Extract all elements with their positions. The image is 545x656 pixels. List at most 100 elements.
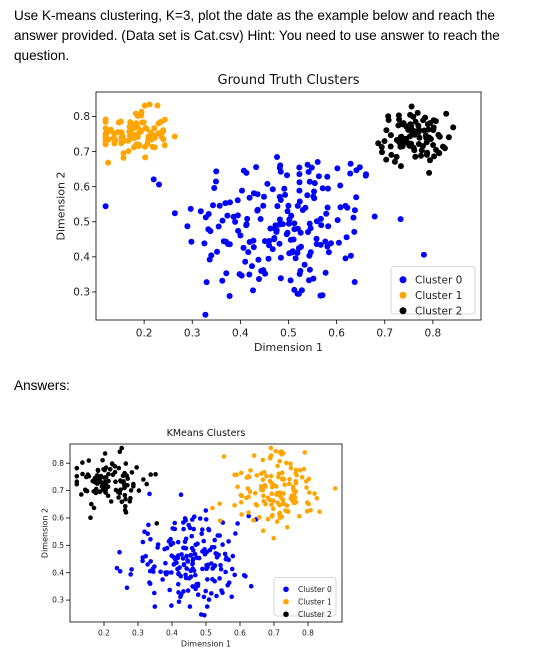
point-cluster-0	[196, 555, 202, 561]
point-cluster-0	[176, 590, 181, 595]
point-cluster-0	[164, 572, 169, 577]
point-cluster-0	[250, 287, 256, 294]
point-cluster-2	[400, 120, 407, 127]
point-cluster-1	[291, 492, 297, 498]
point-cluster-0	[269, 246, 276, 253]
legend-label: Cluster 1	[415, 290, 462, 302]
point-cluster-1	[304, 485, 309, 490]
point-cluster-0	[294, 249, 301, 256]
point-cluster-0	[187, 525, 193, 531]
x-tick-label: 0.7	[268, 629, 280, 638]
point-cluster-1	[260, 488, 266, 493]
point-cluster-0	[178, 594, 183, 600]
point-cluster-0	[260, 267, 267, 274]
point-cluster-0	[183, 575, 189, 581]
point-cluster-1	[285, 525, 290, 530]
point-cluster-1	[244, 495, 249, 501]
point-cluster-2	[379, 149, 385, 156]
point-cluster-0	[306, 220, 313, 227]
point-cluster-2	[381, 138, 388, 145]
point-cluster-0	[232, 218, 239, 225]
point-cluster-1	[235, 484, 240, 490]
point-cluster-0	[254, 191, 261, 198]
point-cluster-2	[113, 479, 118, 484]
point-cluster-0	[205, 226, 212, 233]
point-cluster-1	[299, 475, 305, 480]
point-cluster-2	[435, 131, 442, 138]
point-cluster-0	[298, 287, 305, 294]
point-cluster-0	[347, 252, 354, 259]
point-cluster-0	[353, 194, 360, 201]
point-cluster-2	[411, 147, 418, 154]
point-cluster-0	[218, 566, 224, 572]
point-cluster-2	[92, 475, 98, 481]
point-cluster-0	[202, 311, 209, 318]
point-cluster-0	[210, 576, 215, 582]
point-cluster-2	[119, 445, 124, 451]
point-cluster-1	[115, 119, 122, 126]
point-cluster-0	[246, 271, 253, 278]
point-cluster-1	[138, 108, 145, 115]
point-cluster-0	[167, 587, 172, 593]
point-cluster-0	[183, 518, 188, 523]
point-cluster-1	[126, 128, 133, 135]
point-cluster-0	[145, 562, 150, 567]
point-cluster-2	[89, 501, 94, 507]
point-cluster-2	[95, 468, 101, 474]
point-cluster-0	[203, 279, 210, 286]
y-tick-label: 0.7	[73, 146, 90, 158]
point-cluster-2	[427, 157, 433, 164]
point-cluster-1	[312, 491, 317, 496]
point-cluster-0	[213, 178, 219, 185]
point-cluster-0	[290, 236, 297, 243]
point-cluster-1	[102, 141, 109, 148]
point-cluster-2	[391, 158, 398, 165]
x-tick-label: 0.2	[136, 328, 153, 340]
point-cluster-1	[125, 137, 132, 144]
point-cluster-1	[160, 128, 167, 135]
point-cluster-1	[134, 134, 141, 140]
point-cluster-1	[273, 448, 279, 454]
point-cluster-1	[217, 501, 222, 507]
point-cluster-0	[190, 517, 195, 522]
y-tick-label: 0.3	[52, 596, 64, 605]
point-cluster-1	[112, 137, 119, 144]
point-cluster-2	[88, 515, 93, 520]
point-cluster-0	[204, 566, 209, 571]
point-cluster-1	[210, 505, 215, 511]
point-cluster-2	[422, 114, 429, 121]
point-cluster-1	[161, 142, 168, 149]
point-cluster-2	[418, 152, 424, 159]
point-cluster-2	[86, 458, 92, 463]
point-cluster-2	[422, 132, 429, 139]
point-cluster-2	[102, 467, 107, 473]
point-cluster-1	[303, 479, 309, 484]
point-cluster-1	[127, 133, 134, 140]
point-cluster-0	[276, 164, 283, 171]
point-cluster-0	[166, 539, 172, 544]
point-cluster-0	[177, 565, 182, 570]
point-cluster-1	[142, 154, 149, 161]
point-cluster-0	[163, 560, 168, 566]
point-cluster-0	[185, 559, 191, 564]
point-cluster-1	[102, 125, 109, 132]
point-cluster-1	[141, 143, 148, 150]
point-cluster-0	[184, 566, 189, 571]
point-cluster-0	[229, 566, 235, 572]
x-tick-label: 0.2	[98, 629, 110, 638]
point-cluster-0	[203, 588, 208, 594]
point-cluster-2	[121, 473, 126, 478]
point-cluster-2	[396, 139, 403, 146]
point-cluster-0	[128, 572, 133, 577]
point-cluster-1	[271, 506, 276, 511]
point-cluster-0	[190, 556, 196, 562]
point-cluster-1	[125, 148, 132, 155]
point-cluster-0	[210, 202, 216, 209]
point-cluster-0	[279, 221, 286, 228]
point-cluster-0	[223, 238, 229, 245]
point-cluster-0	[140, 558, 145, 564]
point-cluster-0	[230, 553, 236, 559]
point-cluster-1	[271, 498, 276, 503]
point-cluster-0	[246, 194, 253, 201]
point-cluster-1	[293, 467, 299, 473]
